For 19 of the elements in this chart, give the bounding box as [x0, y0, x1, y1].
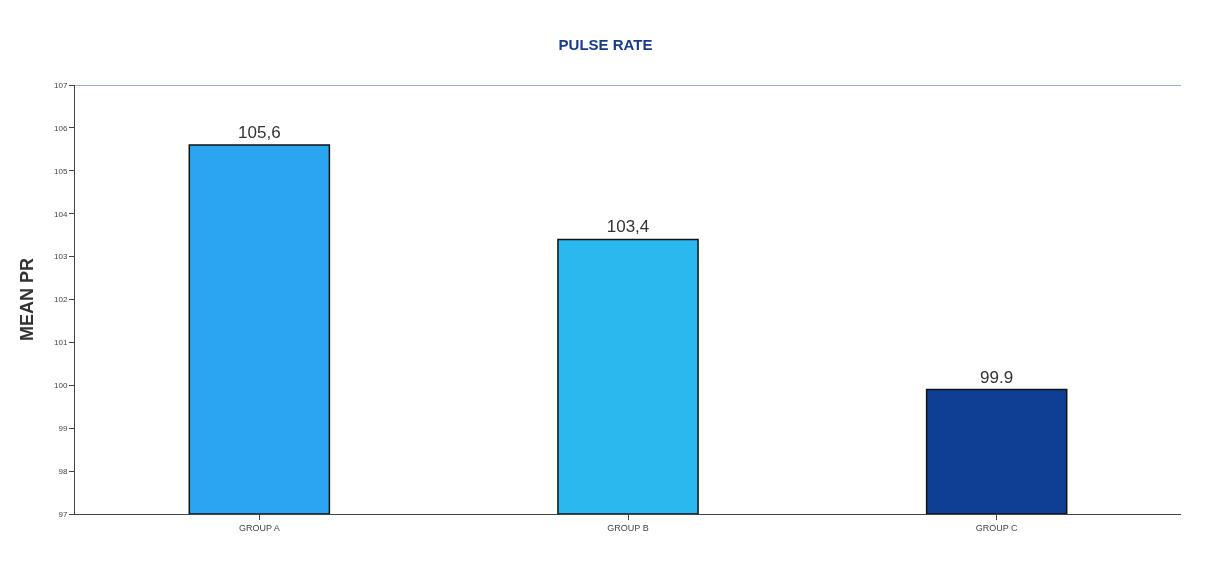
y-tick-label: 100 [54, 381, 68, 391]
y-tick-label: 99 [58, 424, 68, 433]
y-tick-label: 105 [54, 166, 68, 176]
y-tick-label: 97 [58, 509, 68, 519]
x-tick-label: GROUP B [607, 522, 649, 533]
y-tick-label: 107 [54, 80, 68, 90]
data-label: 103,4 [606, 217, 650, 237]
data-label: 99.9 [980, 367, 1014, 387]
y-tick-label: 98 [58, 466, 68, 476]
y-tick-label: 103 [54, 252, 68, 262]
y-tick-label: 102 [54, 295, 68, 305]
data-label: 105,6 [238, 123, 281, 143]
x-tick-label: GROUP C [975, 522, 1019, 533]
y-tick-label: 104 [54, 209, 68, 219]
x-tick-label: GROUP A [238, 522, 280, 533]
chart-title: PULSE RATE [558, 35, 653, 53]
y-tick-label: 101 [54, 338, 68, 348]
y-tick-label: 106 [54, 123, 68, 133]
y-axis-title: MEAN PR [17, 257, 38, 342]
